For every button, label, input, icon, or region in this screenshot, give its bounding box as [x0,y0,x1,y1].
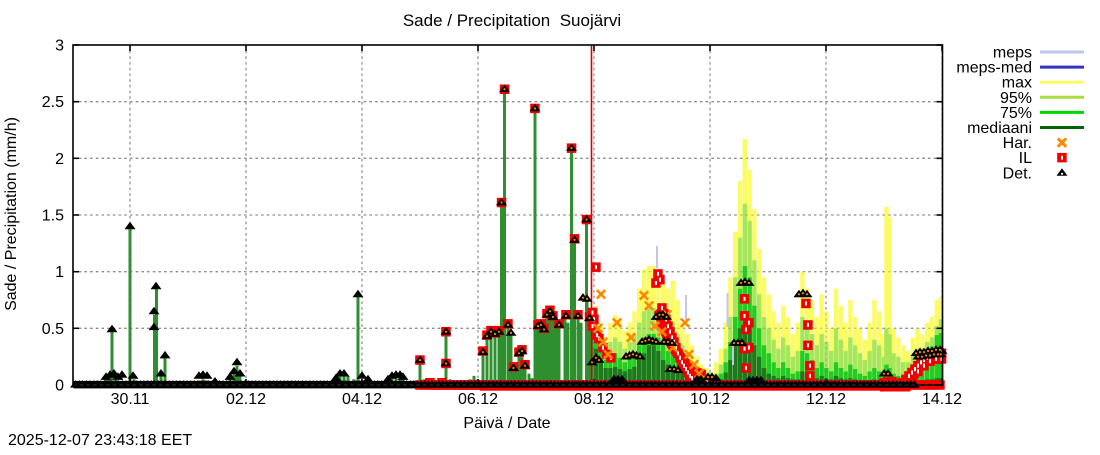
svg-text:Det.: Det. [1003,165,1032,182]
svg-text:10.12: 10.12 [690,391,730,408]
svg-text:14.12: 14.12 [922,391,962,408]
svg-text:Har.: Har. [1003,135,1032,152]
svg-text:30.11: 30.11 [111,391,150,408]
svg-text:IL: IL [1019,150,1032,167]
svg-text:02.12: 02.12 [226,391,266,408]
svg-text:3: 3 [55,38,64,55]
svg-text:meps: meps [993,45,1032,62]
svg-text:mediaani: mediaani [967,120,1032,137]
svg-text:06.12: 06.12 [458,391,498,408]
svg-text:2.5: 2.5 [42,94,64,111]
svg-text:Sade / Precipitation Suojärvi: Sade / Precipitation Suojärvi [403,11,621,30]
svg-text:2: 2 [55,151,64,168]
svg-text:0: 0 [55,378,64,395]
svg-text:2025-12-07 23:43:18 EET: 2025-12-07 23:43:18 EET [8,432,192,449]
svg-text:1: 1 [55,264,64,281]
svg-text:Sade / Precipitation (mm/h): Sade / Precipitation (mm/h) [3,117,20,311]
svg-text:04.12: 04.12 [342,391,382,408]
svg-text:75%: 75% [1000,105,1032,122]
svg-text:95%: 95% [1000,90,1032,107]
svg-text:12.12: 12.12 [806,391,846,408]
svg-text:max: max [1002,75,1032,92]
svg-text:meps-med: meps-med [956,60,1032,77]
svg-text:08.12: 08.12 [574,391,614,408]
svg-text:1.5: 1.5 [42,208,64,225]
svg-text:Päivä / Date: Päivä / Date [463,415,550,432]
svg-text:0.5: 0.5 [42,321,64,338]
